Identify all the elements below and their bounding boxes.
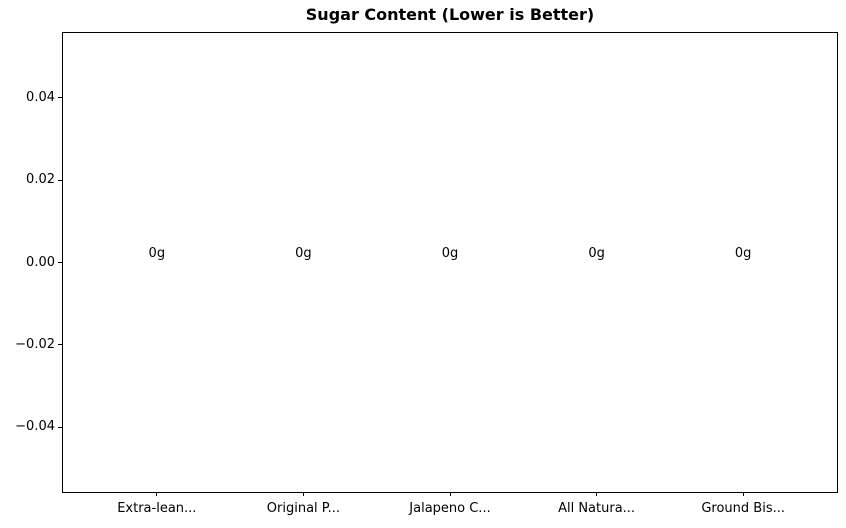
- plot-area: 0.04 0.02 0.00 −0.02 −0.04 Extra-lean... 0g Ori…: [15, 32, 838, 516]
- y-tick-mark: [58, 262, 62, 263]
- bar-value-label: 0g: [441, 245, 459, 261]
- y-tick-label: 0.02: [26, 172, 55, 188]
- y-tick-label: 0.04: [26, 89, 55, 105]
- y-tick-mark: [58, 344, 62, 346]
- y-tick-mark: [58, 179, 62, 181]
- y-tick-label: −0.02: [15, 336, 55, 352]
- x-tick-mark: [449, 492, 451, 496]
- bar-value-label: 0g: [295, 245, 312, 261]
- x-tick-label: All Natura...: [558, 501, 636, 516]
- x-tick-mark: [302, 492, 304, 496]
- x-tick-label: Original P...: [266, 501, 341, 516]
- bar-value-label: 0g: [148, 245, 166, 261]
- y-tick-label: −0.04: [15, 419, 55, 435]
- x-tick-label: Ground Bis...: [701, 501, 785, 516]
- x-tick-mark: [742, 492, 744, 496]
- x-tick-label: Extra-lean...: [117, 501, 197, 516]
- x-tick-mark: [156, 492, 158, 496]
- y-tick-mark: [58, 97, 62, 99]
- chart-title: Sugar Content (Lower is Better): [305, 5, 595, 24]
- x-tick-mark: [596, 492, 598, 496]
- bar-value-label: 0g: [588, 245, 605, 261]
- x-tick-label: Jalapeno C...: [409, 501, 491, 516]
- y-tick-label: 0.00: [26, 254, 55, 270]
- bar-value-label: 0g: [734, 245, 752, 261]
- y-tick-mark: [58, 426, 62, 428]
